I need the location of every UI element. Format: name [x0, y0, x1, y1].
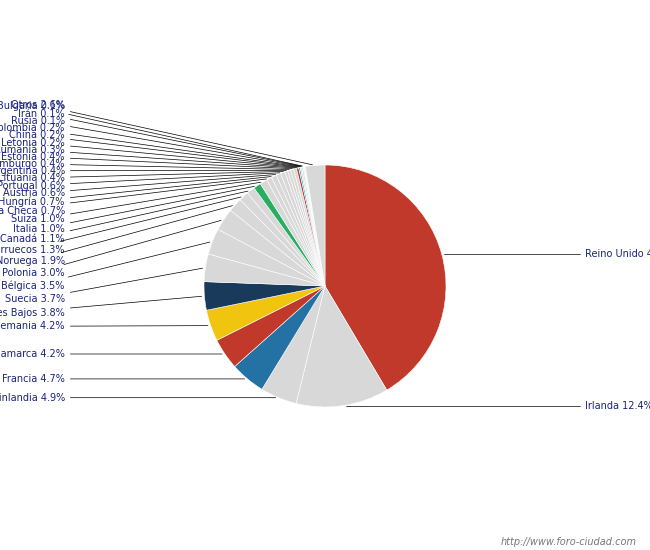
- Wedge shape: [262, 286, 325, 404]
- Text: Suiza 1.0%: Suiza 1.0%: [11, 182, 261, 224]
- Text: Benalmádena - Turistas extranjeros según país - Abril de 2024: Benalmádena - Turistas extranjeros según…: [67, 11, 583, 28]
- Wedge shape: [208, 229, 325, 286]
- Text: Marruecos 1.3%: Marruecos 1.3%: [0, 197, 241, 255]
- Wedge shape: [204, 254, 325, 286]
- Text: Luxemburgo 0.4%: Luxemburgo 0.4%: [0, 158, 289, 169]
- Text: Rumanía 0.3%: Rumanía 0.3%: [0, 145, 295, 168]
- Wedge shape: [306, 165, 325, 286]
- Wedge shape: [276, 173, 325, 286]
- Wedge shape: [296, 168, 325, 286]
- Wedge shape: [291, 169, 325, 286]
- Wedge shape: [300, 167, 325, 286]
- Wedge shape: [204, 282, 325, 310]
- Wedge shape: [281, 172, 325, 286]
- Text: Canadá 1.1%: Canadá 1.1%: [0, 191, 248, 244]
- Text: Dinamarca 4.2%: Dinamarca 4.2%: [0, 349, 222, 359]
- Wedge shape: [304, 167, 325, 286]
- Wedge shape: [217, 286, 325, 366]
- Text: República Checa 0.7%: República Checa 0.7%: [0, 179, 266, 216]
- Wedge shape: [325, 165, 446, 390]
- Text: Otros 2.6%: Otros 2.6%: [11, 100, 313, 165]
- Text: Italia 1.0%: Italia 1.0%: [13, 186, 254, 234]
- Wedge shape: [207, 286, 325, 340]
- Text: Francia 4.7%: Francia 4.7%: [2, 374, 244, 384]
- Wedge shape: [261, 180, 325, 286]
- Text: Finlandia 4.9%: Finlandia 4.9%: [0, 393, 276, 403]
- Wedge shape: [285, 171, 325, 286]
- Text: Reino Unido 41.6%: Reino Unido 41.6%: [445, 249, 650, 259]
- Wedge shape: [235, 286, 325, 389]
- Wedge shape: [302, 167, 325, 286]
- Wedge shape: [267, 178, 325, 286]
- Text: Lituania 0.4%: Lituania 0.4%: [0, 172, 283, 183]
- Text: Argentina 0.4%: Argentina 0.4%: [0, 166, 287, 176]
- Text: Rusia 0.1%: Rusia 0.1%: [11, 116, 301, 167]
- Text: Bulgaria 0.1%: Bulgaria 0.1%: [0, 101, 302, 166]
- Text: Portugal 0.6%: Portugal 0.6%: [0, 173, 280, 191]
- Text: Polonia 3.0%: Polonia 3.0%: [2, 221, 221, 278]
- Wedge shape: [218, 211, 325, 286]
- Text: China 0.2%: China 0.2%: [9, 130, 298, 167]
- Text: Hungría 0.7%: Hungría 0.7%: [0, 177, 271, 207]
- Text: Suecia 3.7%: Suecia 3.7%: [5, 268, 203, 304]
- Text: Noruega 1.9%: Noruega 1.9%: [0, 206, 233, 266]
- Text: Alemania 4.2%: Alemania 4.2%: [0, 321, 208, 331]
- Text: Letonia 0.2%: Letonia 0.2%: [1, 138, 296, 167]
- Wedge shape: [303, 167, 325, 286]
- Wedge shape: [299, 168, 325, 286]
- Text: Estonia 0.4%: Estonia 0.4%: [1, 152, 292, 169]
- Text: Países Bajos 3.8%: Países Bajos 3.8%: [0, 296, 202, 317]
- Text: Irán 0.1%: Irán 0.1%: [18, 108, 302, 166]
- Text: Irlanda 12.4%: Irlanda 12.4%: [346, 401, 650, 411]
- Wedge shape: [254, 184, 325, 286]
- Wedge shape: [288, 170, 325, 286]
- Text: Colombia 0.2%: Colombia 0.2%: [0, 123, 300, 167]
- Wedge shape: [240, 193, 325, 286]
- Wedge shape: [248, 188, 325, 286]
- Wedge shape: [296, 286, 387, 407]
- Wedge shape: [294, 168, 325, 286]
- Wedge shape: [305, 167, 325, 286]
- Text: Bélgica 3.5%: Bélgica 3.5%: [1, 242, 210, 291]
- Text: http://www.foro-ciudad.com: http://www.foro-ciudad.com: [501, 537, 637, 547]
- Wedge shape: [272, 175, 325, 286]
- Wedge shape: [231, 200, 325, 286]
- Text: Austria 0.6%: Austria 0.6%: [3, 174, 276, 199]
